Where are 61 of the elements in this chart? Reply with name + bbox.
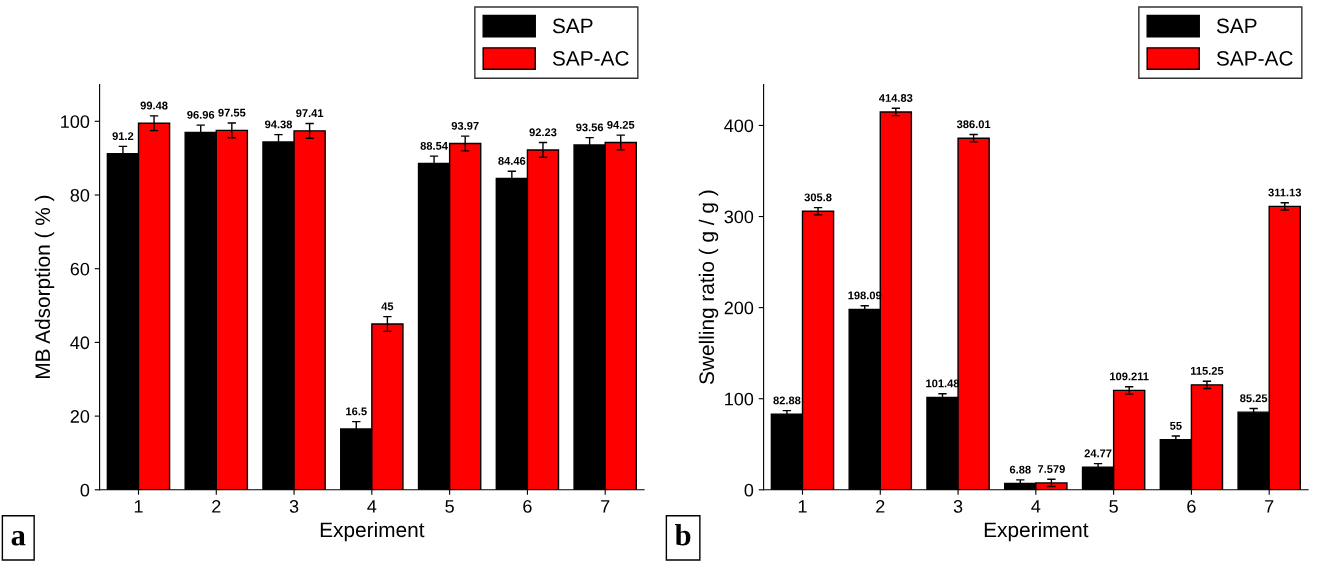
data-label: 109.211 <box>1110 372 1149 381</box>
legend-label: SAP-AC <box>552 51 629 66</box>
y-tick-label: 100 <box>61 115 90 129</box>
data-label: 99.48 <box>140 101 168 110</box>
data-label: 305.8 <box>804 193 832 202</box>
data-label: 115.25 <box>1190 366 1224 375</box>
legend-label: SAP <box>1216 18 1257 34</box>
data-label: 94.25 <box>607 120 635 129</box>
y-axis-title: Swelling ratio ( g / g ) <box>698 190 719 385</box>
data-label: 97.41 <box>296 109 324 118</box>
legend-label: SAP-AC <box>1216 51 1293 66</box>
legend-label: SAP <box>552 18 593 34</box>
y-tick-label: 0 <box>80 483 90 497</box>
y-tick-label: 0 <box>744 483 754 497</box>
data-label: 55 <box>1170 421 1182 430</box>
data-label: 311.13 <box>1268 188 1302 197</box>
x-tick-label: 5 <box>1109 500 1118 513</box>
data-label: 85.25 <box>1240 394 1268 403</box>
x-tick-label: 7 <box>1265 500 1274 513</box>
x-tick-label: 1 <box>798 500 807 513</box>
data-label: 84.46 <box>498 156 526 165</box>
data-label: 16.5 <box>346 407 367 416</box>
x-tick-label: 3 <box>289 500 299 513</box>
x-tick-label: 6 <box>523 500 532 513</box>
data-label: 94.38 <box>264 120 293 129</box>
y-tick-label: 200 <box>724 301 754 315</box>
x-tick-label: 4 <box>1031 500 1041 513</box>
x-tick-label: 5 <box>445 500 454 513</box>
y-tick-label: 100 <box>725 392 754 406</box>
x-tick-label: 2 <box>876 500 885 513</box>
data-label: 93.56 <box>576 123 604 132</box>
y-tick-label: 60 <box>70 262 90 276</box>
x-axis-title: Experiment <box>984 521 1089 542</box>
data-label: 45 <box>381 302 394 311</box>
y-axis-title: MB Adsorption ( % ) <box>34 195 55 379</box>
data-label: 386.01 <box>956 120 991 129</box>
x-tick-label: 3 <box>953 500 963 513</box>
y-tick-label: 80 <box>70 188 90 202</box>
y-tick-label: 40 <box>70 336 90 350</box>
text: a <box>11 530 26 546</box>
data-label: 92.23 <box>529 128 557 137</box>
text: b <box>675 524 691 546</box>
y-tick-label: 400 <box>724 119 754 133</box>
x-tick-label: 1 <box>134 500 143 513</box>
x-tick-label: 4 <box>367 500 377 513</box>
y-tick-label: 300 <box>724 210 754 224</box>
data-label: 97.55 <box>218 108 246 117</box>
data-label: 93.97 <box>451 121 479 130</box>
data-label: 82.88 <box>773 396 801 405</box>
data-label: 6.88 <box>1009 465 1031 474</box>
data-label: 96.96 <box>187 110 215 119</box>
data-label: 88.54 <box>420 141 448 150</box>
y-tick-label: 20 <box>70 410 90 423</box>
x-tick-label: 2 <box>212 500 221 513</box>
data-label: 24.77 <box>1084 449 1112 458</box>
data-label: 414.83 <box>879 94 913 102</box>
x-tick-label: 6 <box>1187 500 1196 513</box>
x-tick-label: 7 <box>601 500 610 513</box>
data-label: 91.2 <box>112 132 134 140</box>
x-axis-title: Experiment <box>320 521 425 542</box>
data-label: 7.579 <box>1037 465 1065 473</box>
